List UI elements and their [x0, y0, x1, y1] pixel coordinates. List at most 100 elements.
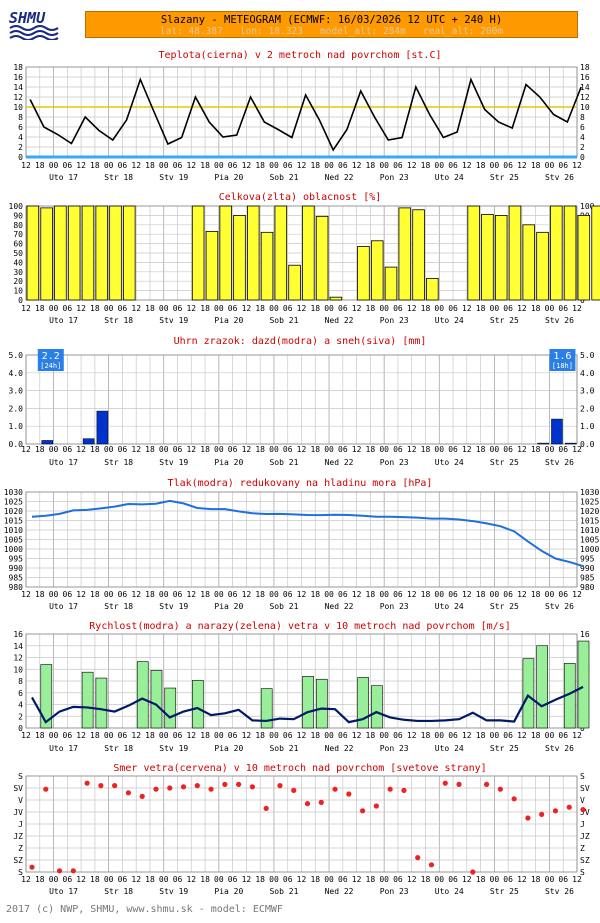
hour-tick-label: 12 [572, 590, 582, 599]
hour-tick-label: 12 [242, 304, 252, 313]
hour-tick-label: 06 [118, 445, 128, 454]
hour-tick-label: 00 [434, 875, 444, 884]
day-label: Ned 22 [325, 744, 354, 753]
wind-direction-point [387, 786, 393, 792]
wind-direction-point [249, 784, 255, 790]
hour-tick-label: 00 [269, 304, 279, 313]
hour-tick-label: 18 [476, 304, 486, 313]
hour-tick-label: 18 [366, 445, 376, 454]
y-tick-label-left: 5.0 [9, 351, 24, 360]
day-label: Sob 21 [269, 458, 298, 467]
y-tick-label-left: 1030 [4, 488, 23, 497]
wind-direction-point [139, 793, 145, 800]
hour-tick-label: 12 [242, 590, 252, 599]
wind-direction-point [580, 807, 586, 813]
wind-direction-point [291, 787, 297, 794]
hour-tick-label: 00 [490, 731, 500, 740]
hour-tick-label: 00 [545, 304, 555, 313]
cloud-bar [563, 205, 577, 301]
hour-tick-label: 00 [545, 590, 555, 599]
gust-bar [136, 661, 149, 729]
hour-tick-label: 06 [393, 875, 403, 884]
y-tick-label-right: 6 [580, 123, 585, 132]
day-label: Pia 20 [214, 458, 243, 467]
hour-tick-label: 00 [159, 445, 169, 454]
wind-direction-point [415, 855, 421, 861]
hour-tick-label: 12 [21, 445, 31, 454]
y-tick-label-left: SV [13, 784, 23, 793]
cloud-bar [577, 214, 591, 301]
y-tick-label-left: 1010 [4, 526, 23, 535]
y-tick-label-right: 1000 [580, 545, 599, 554]
wind-direction-point [511, 796, 517, 802]
y-tick-label-left: 0 [18, 153, 23, 162]
hour-tick-label: 06 [448, 590, 458, 599]
plot-frame [25, 633, 578, 729]
hour-tick-label: 18 [145, 161, 155, 170]
chart-title-pressure: Tlak(modra) redukovany na hladinu mora [… [168, 478, 433, 489]
shmu-logo[interactable]: SHMU [6, 8, 74, 41]
y-tick-label-left: 2 [18, 143, 23, 152]
y-tick-label-left: J [18, 820, 23, 829]
hour-tick-label: 18 [366, 590, 376, 599]
hour-tick-label: 12 [462, 590, 472, 599]
y-tick-label-left: 2.0 [9, 404, 24, 413]
hour-tick-label: 12 [76, 304, 86, 313]
hour-tick-label: 18 [90, 445, 100, 454]
y-tick-label-left: 1015 [4, 517, 23, 526]
y-tick-label-left: 10 [13, 665, 23, 674]
hour-tick-label: 12 [352, 875, 362, 884]
wind-direction-point [70, 868, 76, 874]
wind-direction-point [277, 783, 283, 789]
wind-direction-point [483, 781, 490, 788]
wind-direction-point [263, 805, 269, 812]
hour-tick-label: 06 [393, 590, 403, 599]
y-tick-label-left: 90 [13, 211, 23, 220]
y-tick-label-left: 60 [13, 240, 23, 249]
hour-tick-label: 06 [448, 445, 458, 454]
day-label: Stv 19 [159, 173, 188, 182]
hour-tick-label: 18 [366, 875, 376, 884]
day-label: Uto 24 [435, 316, 464, 325]
day-label: Uto 24 [435, 602, 464, 611]
precip-bar [82, 438, 95, 445]
wind-direction-point [304, 801, 311, 807]
hour-tick-label: 00 [104, 445, 114, 454]
plot-frame [25, 354, 578, 445]
hour-tick-label: 06 [558, 875, 568, 884]
day-label: Stv 26 [545, 887, 574, 896]
y-tick-label-left: 100 [9, 202, 24, 211]
hour-tick-label: 12 [462, 304, 472, 313]
y-tick-label-right: 1030 [580, 488, 599, 497]
hour-tick-label: 18 [145, 731, 155, 740]
hour-tick-label: 18 [200, 590, 210, 599]
day-label: Str 25 [490, 316, 519, 325]
day-label: Stv 26 [545, 602, 574, 611]
hour-tick-label: 00 [104, 731, 114, 740]
hour-tick-label: 12 [186, 590, 196, 599]
day-label: Str 25 [490, 458, 519, 467]
y-tick-label-left: JZ [13, 832, 23, 841]
cloud-bar [357, 246, 370, 301]
hour-tick-label: 06 [173, 445, 183, 454]
y-tick-label-left: 40 [13, 258, 23, 267]
gust-bar [577, 640, 590, 729]
y-tick-label-right: V [580, 796, 585, 805]
cloud-bar [288, 264, 301, 301]
gust-bar [522, 658, 535, 729]
wind-direction-point [401, 787, 407, 794]
hour-tick-label: 00 [434, 161, 444, 170]
hour-tick-label: 06 [283, 304, 293, 313]
hour-tick-label: 06 [503, 445, 513, 454]
hour-tick-label: 00 [379, 304, 389, 313]
hour-tick-label: 06 [393, 445, 403, 454]
hour-tick-label: 12 [297, 304, 307, 313]
y-tick-label-right: 985 [580, 574, 595, 583]
y-tick-label-right: S [580, 772, 585, 781]
y-tick-label-right: SV [580, 784, 590, 793]
cloud-bar [467, 205, 480, 301]
y-tick-label-left: 985 [9, 574, 24, 583]
hour-tick-label: 18 [531, 445, 541, 454]
day-label: Pia 20 [214, 316, 243, 325]
hour-tick-label: 06 [448, 304, 458, 313]
